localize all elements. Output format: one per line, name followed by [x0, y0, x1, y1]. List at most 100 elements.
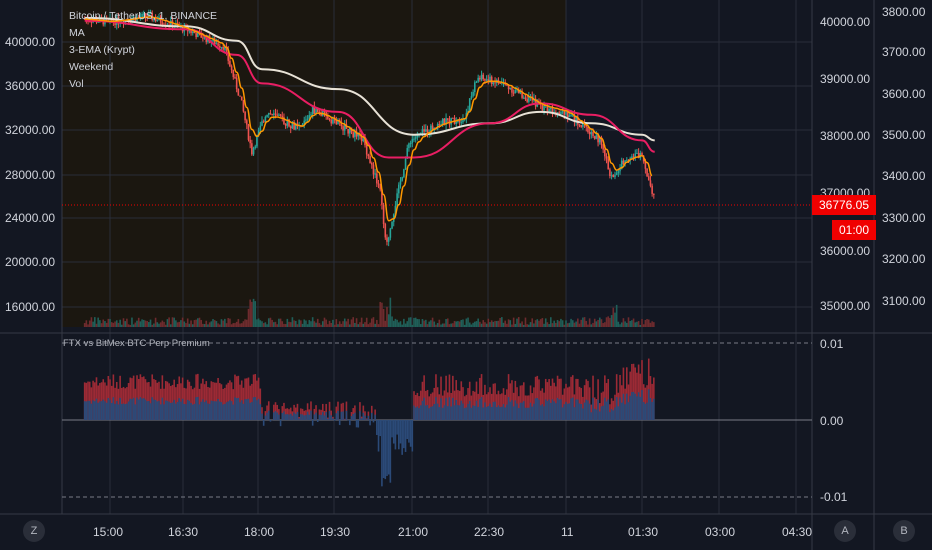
- legend-vol[interactable]: Vol: [69, 78, 84, 90]
- candle-body: [267, 113, 270, 115]
- volume-bar: [565, 320, 567, 327]
- candle-body: [597, 134, 599, 143]
- premium-bar-base: [490, 406, 493, 420]
- symbol-title[interactable]: Bitcoin / TetherUS, 1, BINANCE: [69, 10, 218, 22]
- premium-bar-base: [171, 402, 174, 420]
- candle-body: [389, 228, 392, 238]
- volume-bar: [551, 323, 554, 327]
- volume-bar: [176, 322, 179, 327]
- premium-bar-base: [112, 397, 115, 420]
- volume-bar: [316, 318, 319, 327]
- volume-bar: [389, 297, 392, 327]
- premium-bar-base: [343, 419, 346, 420]
- candle-body: [242, 100, 245, 112]
- premium-bar: [398, 420, 400, 450]
- premium-bar-base: [100, 401, 103, 420]
- candle-body: [396, 193, 398, 206]
- volume-bar: [386, 306, 388, 327]
- volume-bar: [210, 321, 213, 327]
- premium-bar: [468, 381, 471, 420]
- candle-body: [524, 97, 527, 100]
- candle-body: [615, 173, 618, 175]
- premium-bar-base: [197, 396, 199, 420]
- candle-body: [220, 46, 223, 48]
- secondary-tick: 3800.00: [882, 5, 926, 19]
- volume-bar: [102, 319, 105, 327]
- volume-bar: [430, 320, 432, 327]
- volume-bar: [617, 321, 620, 327]
- candle-body: [580, 125, 582, 127]
- volume-bar: [173, 317, 175, 327]
- volume-bar: [558, 321, 561, 327]
- premium-bar-base: [607, 399, 610, 420]
- premium-bar: [369, 420, 371, 426]
- candle-body: [154, 18, 157, 21]
- legend-ma[interactable]: MA: [69, 27, 85, 39]
- premium-bar-base: [646, 402, 648, 420]
- volume-bar: [409, 317, 412, 327]
- volume-bar: [595, 321, 598, 327]
- volume-bar: [490, 320, 493, 327]
- auto-scale-button[interactable]: A: [834, 520, 856, 542]
- volume-bar: [129, 324, 132, 327]
- volume-bar: [450, 323, 452, 327]
- candle-body: [264, 116, 267, 122]
- candle-body: [627, 159, 630, 161]
- volume-bar: [198, 317, 201, 327]
- oscillator-title[interactable]: FTX vs BitMex BTC Perp Premium: [63, 338, 210, 349]
- premium-bar-base: [273, 412, 275, 420]
- candle-body: [582, 122, 584, 127]
- volume-bar: [220, 319, 223, 327]
- premium-bar-base: [431, 406, 434, 420]
- volume-bar: [163, 321, 165, 327]
- premium-bar-base: [332, 418, 334, 420]
- premium-bar: [379, 420, 382, 437]
- premium-bar-base: [330, 415, 333, 420]
- volume-bar: [470, 324, 473, 327]
- premium-bar-base: [213, 401, 216, 420]
- premium-bar: [100, 382, 103, 420]
- candle-body: [522, 97, 525, 99]
- volume-bar: [166, 319, 169, 327]
- candle-body: [188, 30, 191, 32]
- candle-body: [367, 154, 370, 157]
- volume-bar: [183, 321, 186, 327]
- legend-weekend[interactable]: Weekend: [69, 61, 114, 73]
- premium-bar-base: [620, 402, 623, 420]
- zoom-button[interactable]: Z: [23, 520, 45, 542]
- premium-bar-base: [605, 401, 608, 420]
- premium-bar-base: [274, 411, 277, 420]
- premium-bar: [492, 383, 495, 420]
- alt-scale-button[interactable]: B: [893, 520, 915, 542]
- candle-body: [337, 120, 339, 125]
- premium-bar: [411, 420, 414, 452]
- volume-bar: [435, 324, 437, 327]
- volume-bar: [340, 323, 343, 327]
- premium-bar-base: [281, 413, 284, 420]
- premium-bar-base: [300, 414, 302, 420]
- volume-bar: [267, 318, 270, 327]
- premium-bar-base: [217, 398, 219, 420]
- premium-bar-base: [129, 398, 132, 420]
- premium-bar-base: [588, 403, 591, 420]
- premium-bar-base: [173, 399, 175, 420]
- premium-bar-base: [492, 401, 495, 420]
- candle-body: [234, 77, 236, 79]
- volume-bar: [392, 320, 395, 327]
- premium-bar-base: [146, 401, 148, 420]
- premium-bar-base: [539, 405, 542, 420]
- premium-bar: [382, 420, 385, 479]
- volume-bar: [144, 320, 147, 327]
- price-tick: 40000.00: [820, 15, 871, 29]
- premium-bar-base: [289, 413, 292, 420]
- volume-bar: [482, 320, 485, 327]
- candle-body: [477, 77, 479, 82]
- volume-bar: [448, 324, 451, 327]
- legend-ema[interactable]: 3-EMA (Krypt): [69, 44, 135, 56]
- volume-bar: [257, 318, 260, 327]
- premium-bar-base: [234, 397, 236, 420]
- volume-bar: [156, 322, 159, 327]
- premium-bar-base: [629, 395, 631, 420]
- candle-body: [414, 137, 417, 139]
